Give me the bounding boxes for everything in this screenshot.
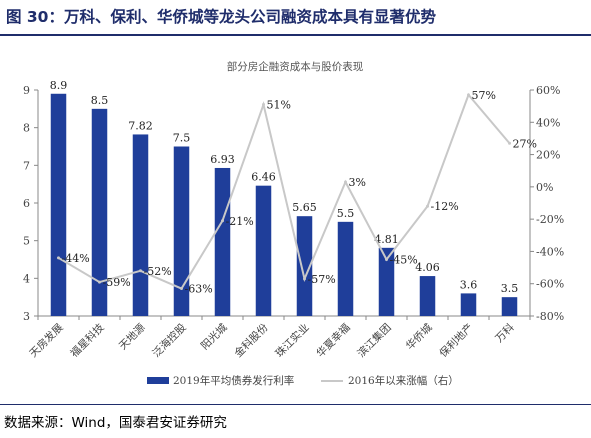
y-left-tick-label: 4 (23, 272, 30, 285)
line-point (221, 219, 224, 223)
chart: 部分房企融资成本与股价表现 3 4 5 6 7 8 9 -80% -60% -40% -20% 0% 2… (23, 60, 564, 387)
y-left-tick-label: 3 (23, 310, 30, 323)
x-tick-label: 华夏幸福 (314, 321, 353, 360)
source-note: 数据来源：Wind，国泰君安证券研究 (4, 415, 227, 431)
bar (50, 93, 67, 316)
line-value-label: -59% (103, 276, 131, 289)
chart-title: 部分房企融资成本与股价表现 (227, 60, 364, 73)
legend-bar-swatch (147, 377, 169, 384)
bar-value-label: 5.65 (292, 201, 317, 214)
bar-value-label: 3.6 (460, 278, 478, 291)
figure-title: 图 30：万科、保利、华侨城等龙头公司融资成本具有显著优势 (6, 8, 436, 26)
bar (337, 221, 354, 316)
x-tick-label: 华侨城 (403, 321, 435, 353)
bar-value-label: 4.06 (415, 261, 440, 274)
y-right-tick-label: -40% (536, 245, 564, 258)
title-rule (0, 34, 591, 36)
line-point (508, 141, 511, 145)
line-value-label: -44% (62, 252, 90, 265)
bottom-rule (0, 404, 591, 405)
y-left-tick-label: 5 (23, 235, 30, 248)
legend-bar-label: 2019年平均债券发行利率 (173, 374, 294, 387)
y-right-tick-label: 60% (536, 84, 560, 97)
bar (378, 247, 395, 316)
axes: 3 4 5 6 7 8 9 -80% -60% -40% -20% 0% 20% 40% 60% (23, 84, 564, 323)
bar-value-label: 5.5 (337, 207, 355, 220)
bar (173, 146, 190, 316)
line-value-label: -57% (308, 273, 336, 286)
line-point (385, 258, 388, 261)
bar-value-label: 7.5 (173, 132, 191, 145)
y-left-tick-label: 6 (23, 197, 30, 210)
y-left-tick-label: 7 (23, 159, 30, 172)
line-point (57, 256, 60, 260)
legend: 2019年平均债券发行利率 2016年以来涨幅（右） (147, 374, 459, 387)
line-point (139, 269, 142, 273)
bar-value-label: 4.81 (374, 233, 399, 246)
x-tick-label: 金科股份 (232, 321, 271, 360)
line-value-label: -45% (390, 254, 418, 267)
x-tick-label: 万科 (493, 321, 517, 345)
y-right-tick-label: -80% (536, 310, 564, 323)
line-point (262, 103, 265, 107)
y-right-tick-label: -60% (536, 278, 564, 291)
bar (419, 276, 436, 316)
bar (501, 297, 518, 316)
bar (91, 108, 108, 316)
line-value-label: -52% (144, 265, 172, 278)
x-tick-label: 天地源 (116, 321, 148, 353)
y-right-tick-label: 40% (536, 116, 560, 129)
line-value-label: 3% (349, 176, 366, 189)
y-right-tick-label: 20% (536, 149, 560, 162)
y-left-tick-label: 8 (23, 122, 30, 135)
bar-value-label: 7.82 (128, 119, 153, 132)
x-tick-label: 泛海控股 (150, 321, 189, 360)
line-point (467, 93, 470, 97)
y-right-tick-label: 0% (536, 181, 553, 194)
line-point (426, 204, 429, 208)
bar-value-label: 6.46 (251, 171, 276, 184)
line-path (57, 92, 511, 290)
bar-value-label: 6.93 (210, 153, 235, 166)
line-value-label: 57% (472, 89, 496, 102)
x-axis-labels: 天房发展 福星科技 天地源 泛海控股 阳光城 金科股份 珠江实业 华夏幸福 滨江集团 华侨城 保利地… (27, 321, 517, 360)
bar (460, 293, 477, 316)
line-point (303, 277, 306, 281)
y-right-tick-label: -20% (536, 213, 564, 226)
line-value-label: 27% (513, 137, 537, 150)
line-point (344, 180, 347, 184)
bar-labels: 8.9 8.5 7.82 7.5 6.93 6.46 5.65 5.5 4.81 4.06 3.6 3… (50, 79, 519, 295)
line-point (180, 287, 183, 291)
bar-value-label: 3.5 (501, 282, 519, 295)
line-value-label: 51% (267, 99, 291, 112)
bar (255, 185, 272, 316)
x-tick-label: 天房发展 (27, 321, 66, 360)
x-tick-label: 保利地产 (437, 321, 476, 360)
line-point (98, 280, 101, 284)
line-series (57, 92, 511, 291)
bar (296, 216, 313, 316)
line-value-label: -12% (431, 200, 459, 213)
x-tick-label: 阳光城 (198, 321, 230, 353)
line-value-label: -21% (226, 215, 254, 228)
y-left-tick-label: 9 (23, 84, 30, 97)
x-tick-label: 珠江实业 (273, 321, 312, 360)
legend-line-label: 2016年以来涨幅（右） (348, 374, 459, 387)
line-labels: -44% -59% -52% -63% -21% 51% -57% 3% -45% -12% 57%… (62, 89, 537, 296)
x-tick-label: 滨江集团 (355, 321, 394, 360)
bar-series (50, 93, 518, 316)
bar (214, 167, 231, 316)
line-value-label: -63% (185, 283, 213, 296)
bar-value-label: 8.9 (50, 79, 68, 92)
bar-value-label: 8.5 (91, 94, 109, 107)
x-tick-label: 福星科技 (68, 321, 107, 360)
bar (132, 134, 149, 316)
